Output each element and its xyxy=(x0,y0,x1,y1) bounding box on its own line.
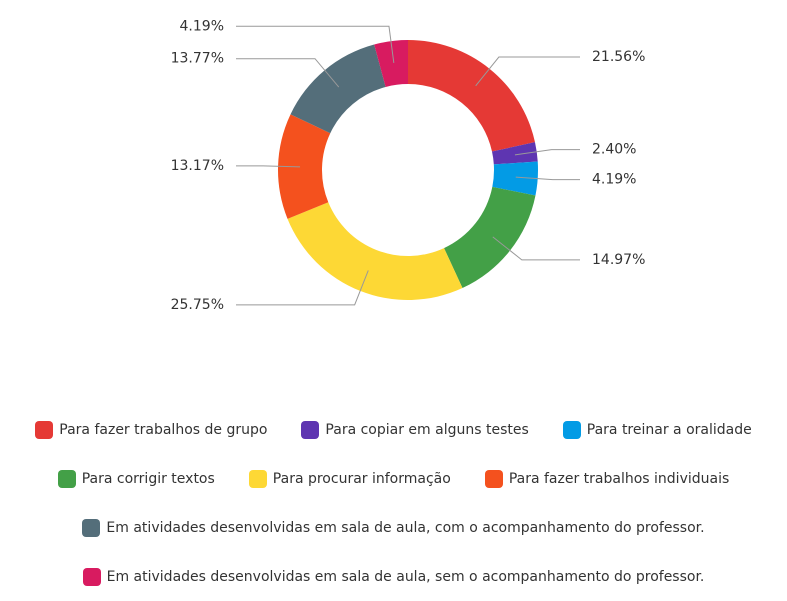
legend-row: Para corrigir textos Para procurar inform… xyxy=(0,454,787,503)
leader-line xyxy=(492,236,580,261)
legend-label: Para procurar informação xyxy=(272,470,451,487)
legend-swatch xyxy=(35,420,54,439)
legend-item[interactable]: Para corrigir textos xyxy=(57,469,215,488)
value-label: 13.77% xyxy=(171,51,224,67)
legend-label: Para fazer trabalhos individuais xyxy=(508,470,730,487)
leader-line xyxy=(236,25,395,63)
legend-item[interactable]: Em atividades desenvolvidas em sala de a… xyxy=(82,518,705,537)
donut-slice xyxy=(492,161,538,196)
donut-slice xyxy=(374,40,408,87)
legend-item[interactable]: Para fazer trabalhos individuais xyxy=(484,469,730,488)
legend-swatch xyxy=(484,469,503,488)
leader-line xyxy=(236,165,301,168)
legend-swatch xyxy=(57,469,76,488)
legend-row: Em atividades desenvolvidas em sala de a… xyxy=(0,552,787,601)
leader-line xyxy=(236,270,369,306)
legend-label: Para copiar em alguns testes xyxy=(325,421,529,438)
legend-label: Em atividades desenvolvidas em sala de a… xyxy=(106,519,705,536)
legend-item[interactable]: Em atividades desenvolvidas em sala de a… xyxy=(82,567,705,586)
legend-swatch xyxy=(562,420,581,439)
donut-slice xyxy=(290,44,386,134)
value-label: 4.19% xyxy=(180,18,224,34)
value-label: 21.56% xyxy=(592,49,645,65)
legend-item[interactable]: Para copiar em alguns testes xyxy=(301,420,529,439)
value-label: 4.19% xyxy=(592,172,636,188)
legend-label: Para treinar a oralidade xyxy=(586,421,752,438)
legend-swatch xyxy=(82,518,101,537)
donut-slice xyxy=(444,186,536,289)
value-label: 13.17% xyxy=(171,158,224,174)
legend-item[interactable]: Para fazer trabalhos de grupo xyxy=(35,420,268,439)
value-label: 2.40% xyxy=(592,142,636,158)
legend-item[interactable]: Para procurar informação xyxy=(248,469,451,488)
value-label: 25.75% xyxy=(171,297,224,313)
legend-swatch xyxy=(301,420,320,439)
legend-label: Para fazer trabalhos de grupo xyxy=(59,421,268,438)
donut-slice xyxy=(491,142,538,165)
legend: Para fazer trabalhos de grupo Para copiar… xyxy=(0,405,787,601)
leader-line xyxy=(514,149,580,156)
value-label: 14.97% xyxy=(592,252,645,268)
chart: 21.56% 2.40% 4.19% 14.97% 25.75% 13.17% 13.77%… xyxy=(171,18,646,313)
legend-swatch xyxy=(82,567,101,586)
page: 21.56% 2.40% 4.19% 14.97% 25.75% 13.17% 13.77%… xyxy=(35,18,752,586)
leader-line xyxy=(515,176,580,181)
donut-slice xyxy=(278,114,331,219)
legend-label: Em atividades desenvolvidas em sala de a… xyxy=(106,568,705,585)
leader-line xyxy=(236,58,340,88)
donut-slice xyxy=(287,202,463,301)
legend-swatch xyxy=(248,469,267,488)
legend-label: Para corrigir textos xyxy=(81,470,215,487)
donut-slice xyxy=(408,40,535,152)
legend-row: Em atividades desenvolvidas em sala de a… xyxy=(0,503,787,552)
leader-line xyxy=(475,56,580,87)
legend-item[interactable]: Para treinar a oralidade xyxy=(562,420,752,439)
legend-row: Para fazer trabalhos de grupo Para copiar… xyxy=(0,405,787,454)
